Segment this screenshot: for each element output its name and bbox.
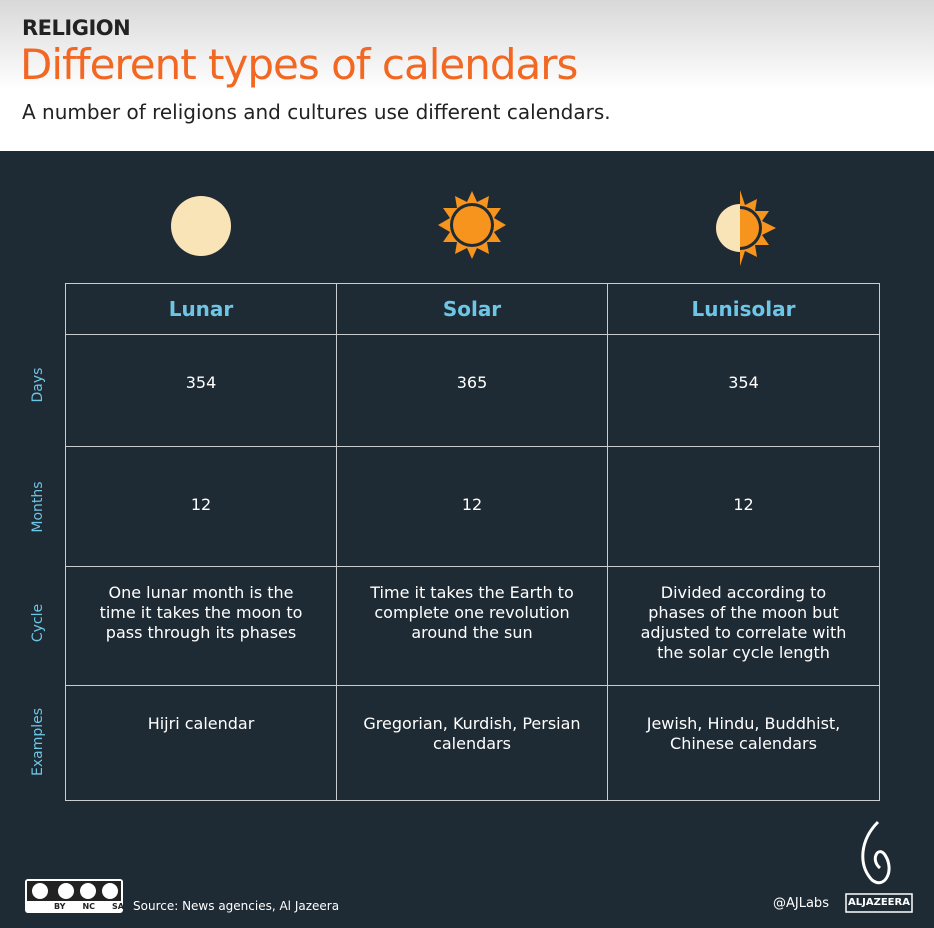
sa-icon: [102, 883, 118, 899]
brand-box: [845, 893, 913, 913]
sun-icon: [438, 191, 506, 259]
row-label: Cycle: [30, 603, 46, 643]
table-cell: 12: [607, 446, 880, 567]
by-icon: [58, 883, 74, 899]
category: RELIGION: [22, 16, 131, 40]
table-cell: One lunar month is the time it takes the…: [65, 566, 337, 686]
row-label: Days: [30, 367, 46, 403]
table-cell: Jewish, Hindu, Buddhist, Chinese calenda…: [607, 685, 880, 801]
brand: ALJAZEERA: [848, 897, 910, 908]
table-cell: 354: [607, 334, 880, 447]
brand-logo: [861, 820, 891, 884]
row-label: Examples: [30, 707, 46, 777]
handle: @AJLabs: [773, 896, 829, 911]
title: Different types of calendars: [20, 40, 578, 89]
lunisolar-icon: [716, 190, 776, 266]
table-cell: Hijri calendar: [65, 685, 337, 801]
subtitle: A number of religions and cultures use d…: [22, 100, 611, 124]
license-term: SA: [112, 902, 124, 911]
column-header: Lunar: [65, 283, 337, 335]
license-term: NC: [82, 902, 96, 911]
table-cell: 12: [65, 446, 337, 567]
nc-icon: [80, 883, 96, 899]
table-cell: 12: [336, 446, 608, 567]
moon-icon: [171, 196, 231, 256]
table-cell: Gregorian, Kurdish, Persian calendars: [336, 685, 608, 801]
source: Source: News agencies, Al Jazeera: [133, 899, 340, 913]
column-header: Solar: [336, 283, 608, 335]
column-header: Lunisolar: [607, 283, 880, 335]
panel: [0, 151, 934, 928]
table-cell: 354: [65, 334, 337, 447]
license-term: BY: [54, 902, 66, 911]
table-cell: 365: [336, 334, 608, 447]
row-label: Months: [30, 481, 46, 533]
cc-icon: [30, 881, 50, 901]
license: BY NC SA: [54, 902, 124, 911]
table-cell: Time it takes the Earth to complete one …: [336, 566, 608, 686]
table-cell: Divided according to phases of the moon …: [607, 566, 880, 686]
